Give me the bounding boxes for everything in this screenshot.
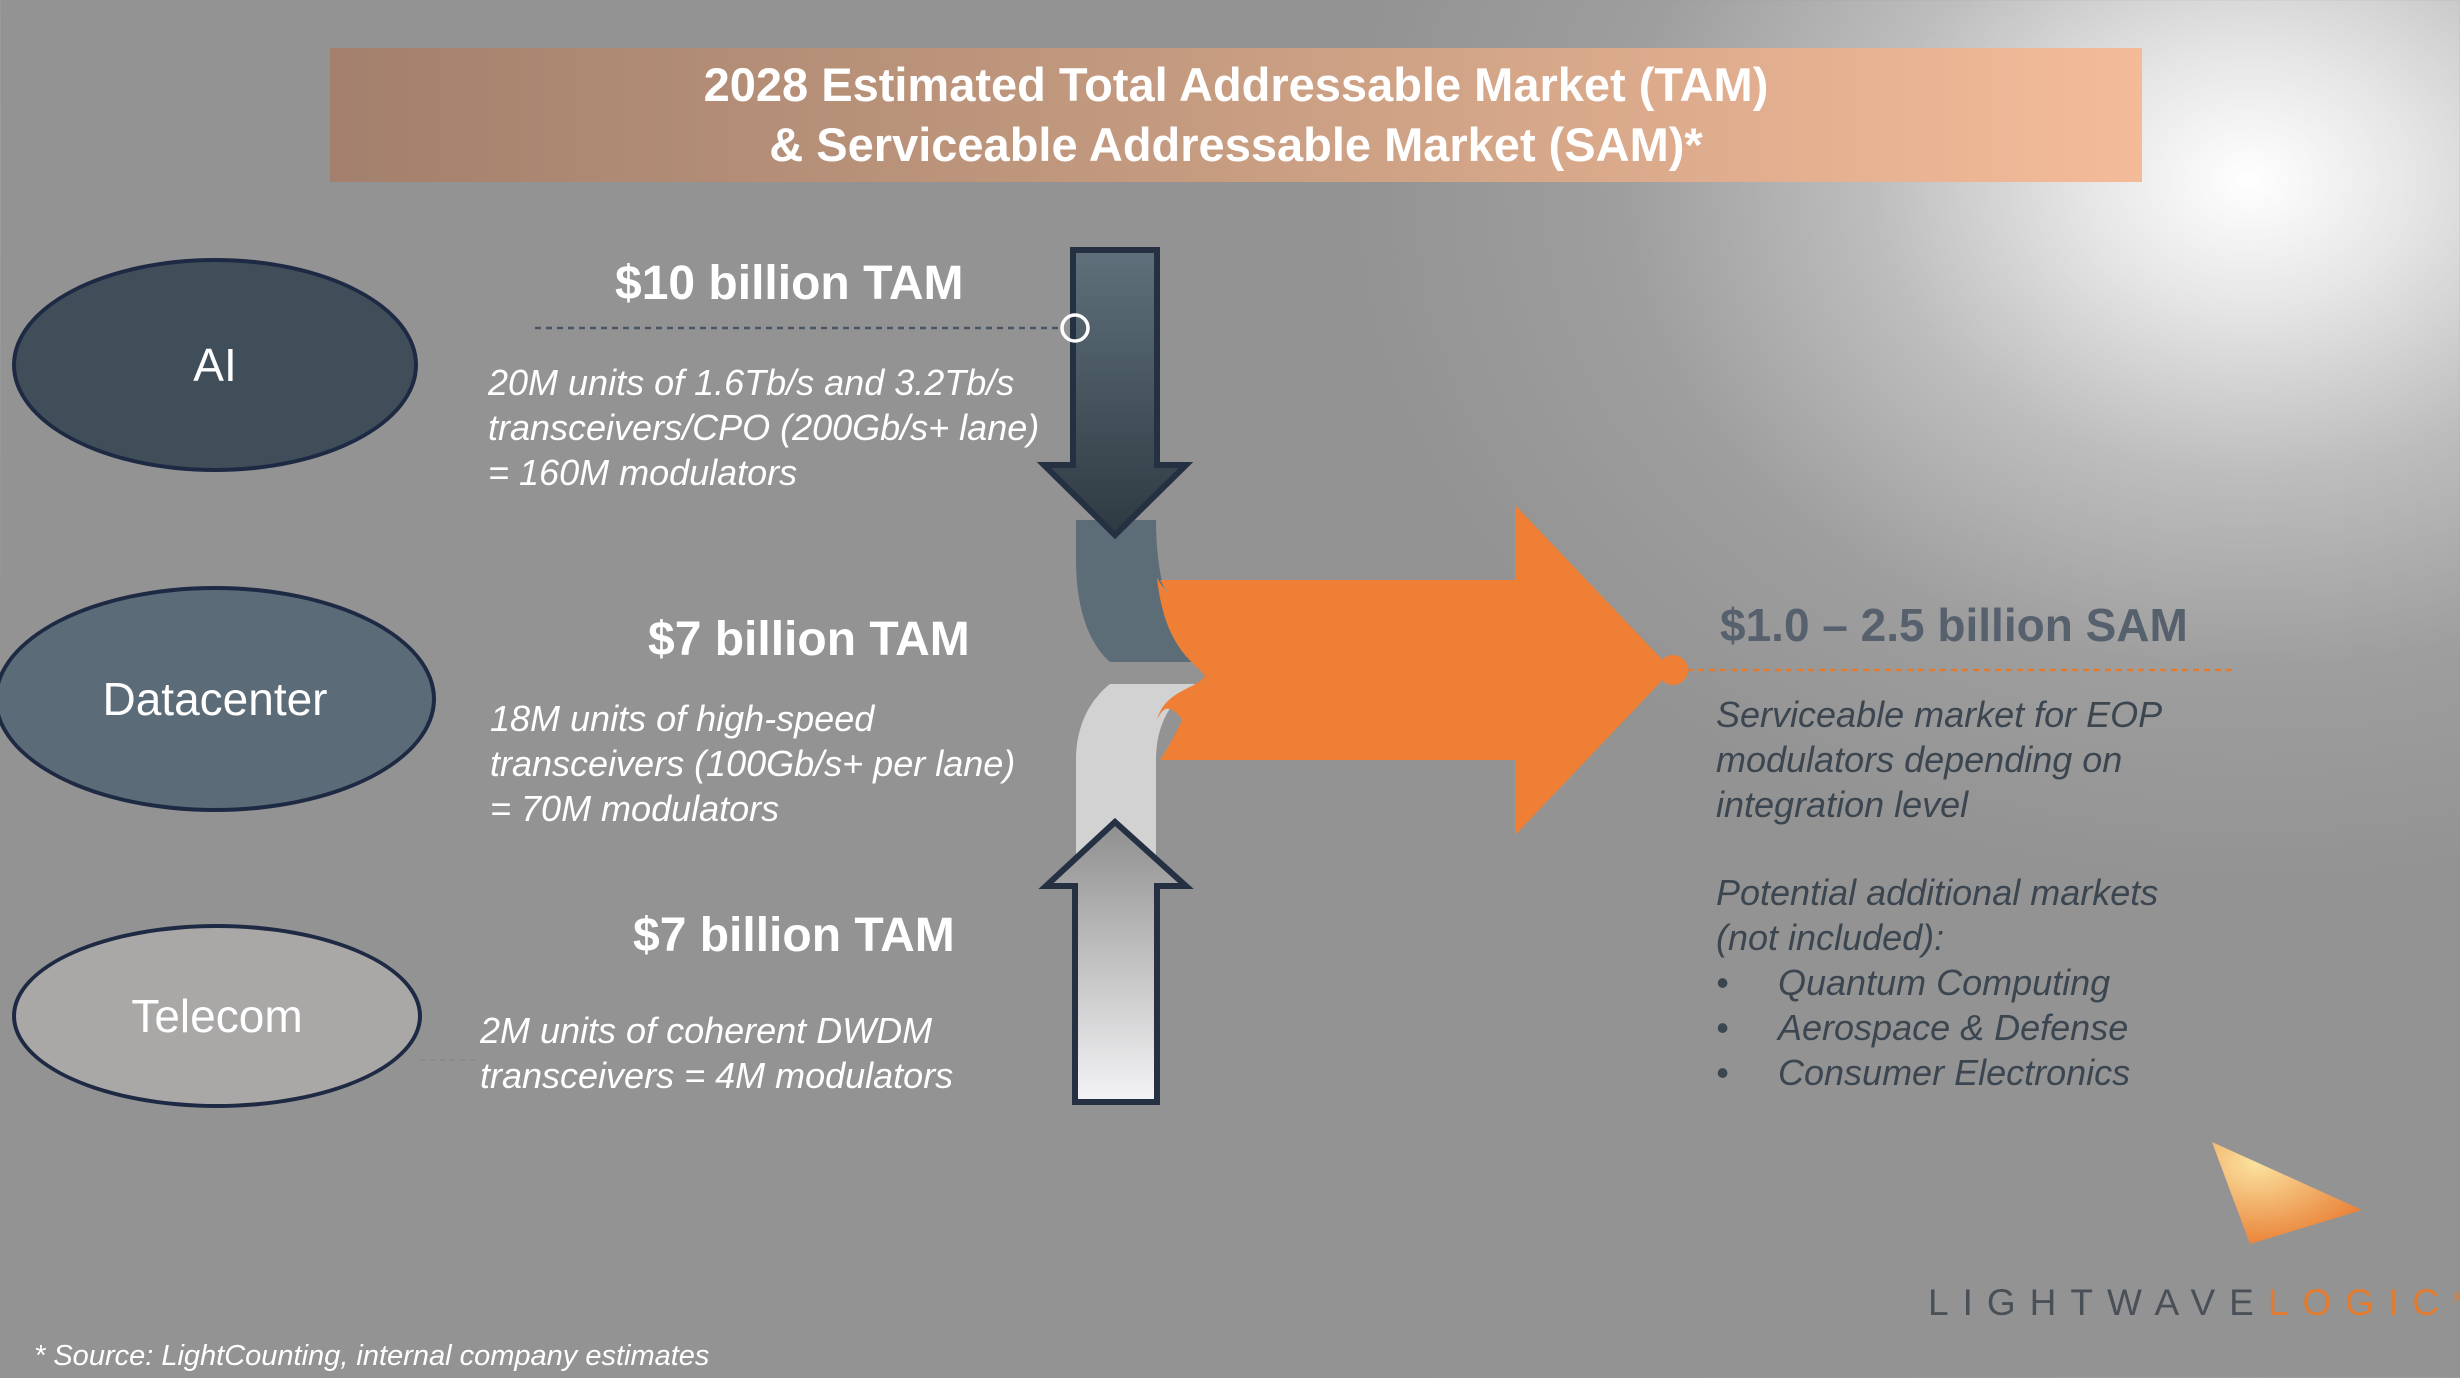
title-banner: 2028 Estimated Total Addressable Market … [330,48,2142,182]
market-item-label: Consumer Electronics [1778,1052,2131,1093]
logo-text-part1: LIGHTWAVE [1928,1282,2268,1323]
ai-leader-dot [1060,313,1090,343]
segment-ellipse-ai: AI [12,258,418,472]
sam-leader-dot [1658,655,1688,685]
list-item: • Quantum Computing [1716,960,2158,1005]
ai-desc-line: = 160M modulators [488,452,798,493]
sam-desc-line: Serviceable market for EOP [1716,694,2163,735]
segment-label-ai: AI [193,339,237,391]
list-item: • Consumer Electronics [1716,1050,2158,1095]
segment-ellipse-datacenter: Datacenter [0,586,436,812]
bullet-icon: • [1716,1052,1729,1093]
bullet-icon: • [1716,1007,1729,1048]
segment-label-datacenter: Datacenter [102,673,328,725]
additional-heading-line: (not included): [1716,917,1945,958]
additional-heading-line: Potential additional markets [1716,872,2159,913]
sam-description: Serviceable market for EOP modulators de… [1716,692,2162,827]
sam-desc-line: integration level [1716,784,1969,825]
logo-text-part2: LOGIC [2267,1282,2453,1323]
ai-description: 20M units of 1.6Tb/s and 3.2Tb/s transce… [488,360,1039,495]
datacenter-tam: $7 billion TAM [648,613,970,666]
ai-desc-line: transceivers/CPO (200Gb/s+ lane) [488,407,1040,448]
ai-down-arrow [1036,247,1194,540]
telecom-desc-line: transceivers = 4M modulators [480,1055,954,1096]
additional-markets: Potential additional markets (not includ… [1716,870,2158,1095]
ai-desc-line: 20M units of 1.6Tb/s and 3.2Tb/s [488,362,1015,403]
sam-desc-line: modulators depending on [1716,739,2123,780]
telecom-up-arrow [1038,817,1194,1105]
datacenter-desc-line: 18M units of high-speed [490,698,875,739]
title-line-1: 2028 Estimated Total Addressable Market … [703,58,1769,111]
sam-title: $1.0 – 2.5 billion SAM [1720,599,2188,651]
segment-ellipse-telecom: Telecom [12,924,422,1108]
ai-tam: $10 billion TAM [615,257,964,310]
logo-registered-mark: ® [2452,1288,2460,1305]
telecom-tam: $7 billion TAM [633,909,955,962]
logo-icon [2212,1142,2362,1244]
market-item-label: Aerospace & Defense [1778,1007,2129,1048]
telecom-description: 2M units of coherent DWDM transceivers =… [480,1008,953,1098]
title-line-2: & Serviceable Addressable Market (SAM)* [769,118,1703,171]
datacenter-description: 18M units of high-speed transceivers (10… [490,696,1015,831]
list-item: • Aerospace & Defense [1716,1005,2158,1050]
company-logo: LIGHTWAVELOGIC® [1928,1282,2460,1324]
market-item-label: Quantum Computing [1778,962,2111,1003]
datacenter-desc-line: transceivers (100Gb/s+ per lane) [490,743,1016,784]
segment-label-telecom: Telecom [131,990,303,1042]
datacenter-desc-line: = 70M modulators [490,788,780,829]
telecom-desc-line: 2M units of coherent DWDM [480,1010,933,1051]
bullet-icon: • [1716,962,1729,1003]
source-footnote: * Source: LightCounting, internal compan… [34,1340,710,1372]
